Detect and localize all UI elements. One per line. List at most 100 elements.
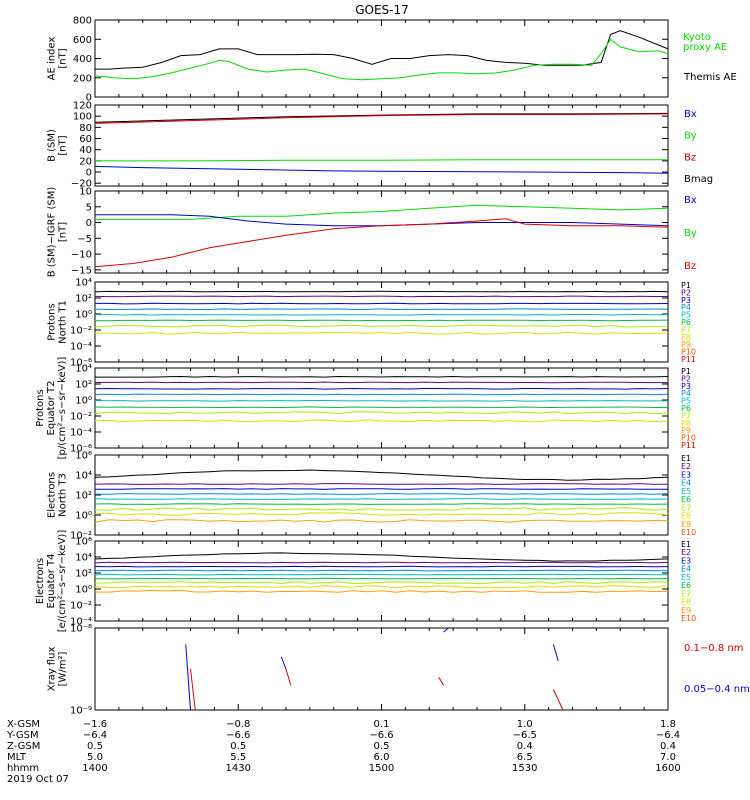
x-row-value: −6.4 [656,730,680,741]
y-axis-label: Electrons [47,472,58,518]
x-row-value: −6.6 [226,730,250,741]
legend-entry: E5 [681,487,691,496]
y-tick-label: 800 [73,16,92,27]
xray-segment [285,668,292,686]
x-row-value: 1.0 [517,719,533,730]
y-axis-label: Equator T4 [46,554,57,609]
y-tick-label: 10⁻² [70,601,92,612]
flux-band-line [94,512,669,516]
legend-entry: P6 [681,404,691,413]
x-row-value: 1.8 [660,719,676,730]
y-tick-label: −20 [71,179,92,190]
x-row-value: 0.1 [374,719,390,730]
legend-entry: E4 [681,565,691,574]
legend-entry: Bz [684,261,696,272]
y-tick-label: 10⁴ [75,553,92,564]
y-tick-label: 10⁰ [75,511,92,522]
y-axis-label: [nT] [58,135,69,155]
legend-entry: E2 [681,462,691,471]
x-row-value: 0.5 [87,741,103,752]
y-axis-label: Protons [35,389,46,426]
legend-entry: P8 [681,419,691,428]
legend-entry: E10 [681,614,696,623]
legend-entry: proxy AE [683,42,727,53]
legend-entry: P9 [681,340,691,349]
y-tick-label: −10 [71,250,92,261]
flux-band-line [94,411,669,415]
y-tick-label: 10⁻⁴ [70,342,92,353]
legend-entry: By [684,131,697,142]
legend-entry: E8 [681,598,691,607]
flux-band-line [94,589,669,593]
y-tick-label: −15 [71,265,92,276]
chart-title: GOES-17 [355,3,409,17]
flux-band-line [95,488,668,490]
legend-entry: E4 [681,479,691,488]
y-tick-label: 10⁰ [75,585,92,596]
flux-band-line [94,406,669,409]
series-line [95,30,669,70]
legend-entry: Bx [684,195,697,206]
flux-band-line [95,319,669,322]
legend-entry: E6 [681,495,691,504]
y-axis-label: Xray flux [47,647,58,692]
flux-band-line [94,419,669,423]
panel-frame-xray [94,627,669,711]
flux-band-line [94,469,669,481]
legend-entry: Kyoto [683,32,711,43]
x-row-value: 0.4 [517,741,533,752]
x-row-value: 1600 [655,763,680,774]
xray-segment [438,676,445,686]
y-tick-label: 10⁻⁸ [70,624,92,635]
x-row-value: 5.0 [87,752,103,763]
legend-entry: E9 [681,520,691,529]
y-axis-label: Equator T2 [46,381,57,436]
flux-band-line [94,561,669,564]
y-tick-label: 10² [75,294,92,305]
y-tick-label: 10⁰ [75,396,92,407]
x-row-value: 0.4 [660,741,676,752]
legend-entry: E7 [681,503,691,512]
x-row-value: −6.5 [513,730,537,741]
y-axis-label: B (SM)−IGRF (SM) [47,187,58,278]
panel-frame-electrons_t3 [94,454,669,536]
flux-band-line [94,552,669,562]
legend-entry: P10 [681,348,696,357]
legend-entry: E3 [681,556,691,565]
y-tick-label: 10⁶ [75,451,92,462]
series-line [95,204,669,220]
y-axis-label: [W/m²] [58,651,69,686]
flux-band-line [94,565,669,568]
y-tick-label: 10⁻⁴ [70,428,92,439]
y-tick-label: 10⁴ [75,471,92,482]
y-axis-label: North T1 [58,300,69,344]
y-tick-label: 60 [79,134,92,145]
legend-entry: P11 [681,355,696,364]
xray-segment [443,627,449,633]
flux-band-line [94,381,668,384]
legend-entry: 0.05−0.4 nm [684,684,750,695]
y-axis-label: Protons [47,303,58,340]
legend-entry: Bmag [684,174,713,185]
panel-frame-protons_t2 [94,367,669,449]
y-axis-label: [p/(cm²−s−sr−keV)] [57,357,68,460]
xray-segment [552,689,564,711]
x-row-label: Z-GSM [7,741,40,752]
legend-entry: P6 [681,318,691,327]
series-line [94,218,669,268]
y-tick-label: 10² [75,491,92,502]
y-tick-label: 100 [73,112,92,123]
x-axis-date: 2019 Oct 07 [7,774,69,785]
x-row-label: hhmm [7,763,39,774]
flux-band-line [94,324,669,328]
y-tick-label: 20 [79,156,92,167]
x-row-value: 5.5 [230,752,246,763]
y-tick-label: 10⁻⁶ [70,444,92,455]
flux-band-line [94,295,668,298]
series-line [94,113,669,124]
x-row-value: −0.8 [226,719,250,730]
flux-band-line [94,308,669,311]
flux-band-line [94,585,669,589]
xray-segment [185,644,191,711]
